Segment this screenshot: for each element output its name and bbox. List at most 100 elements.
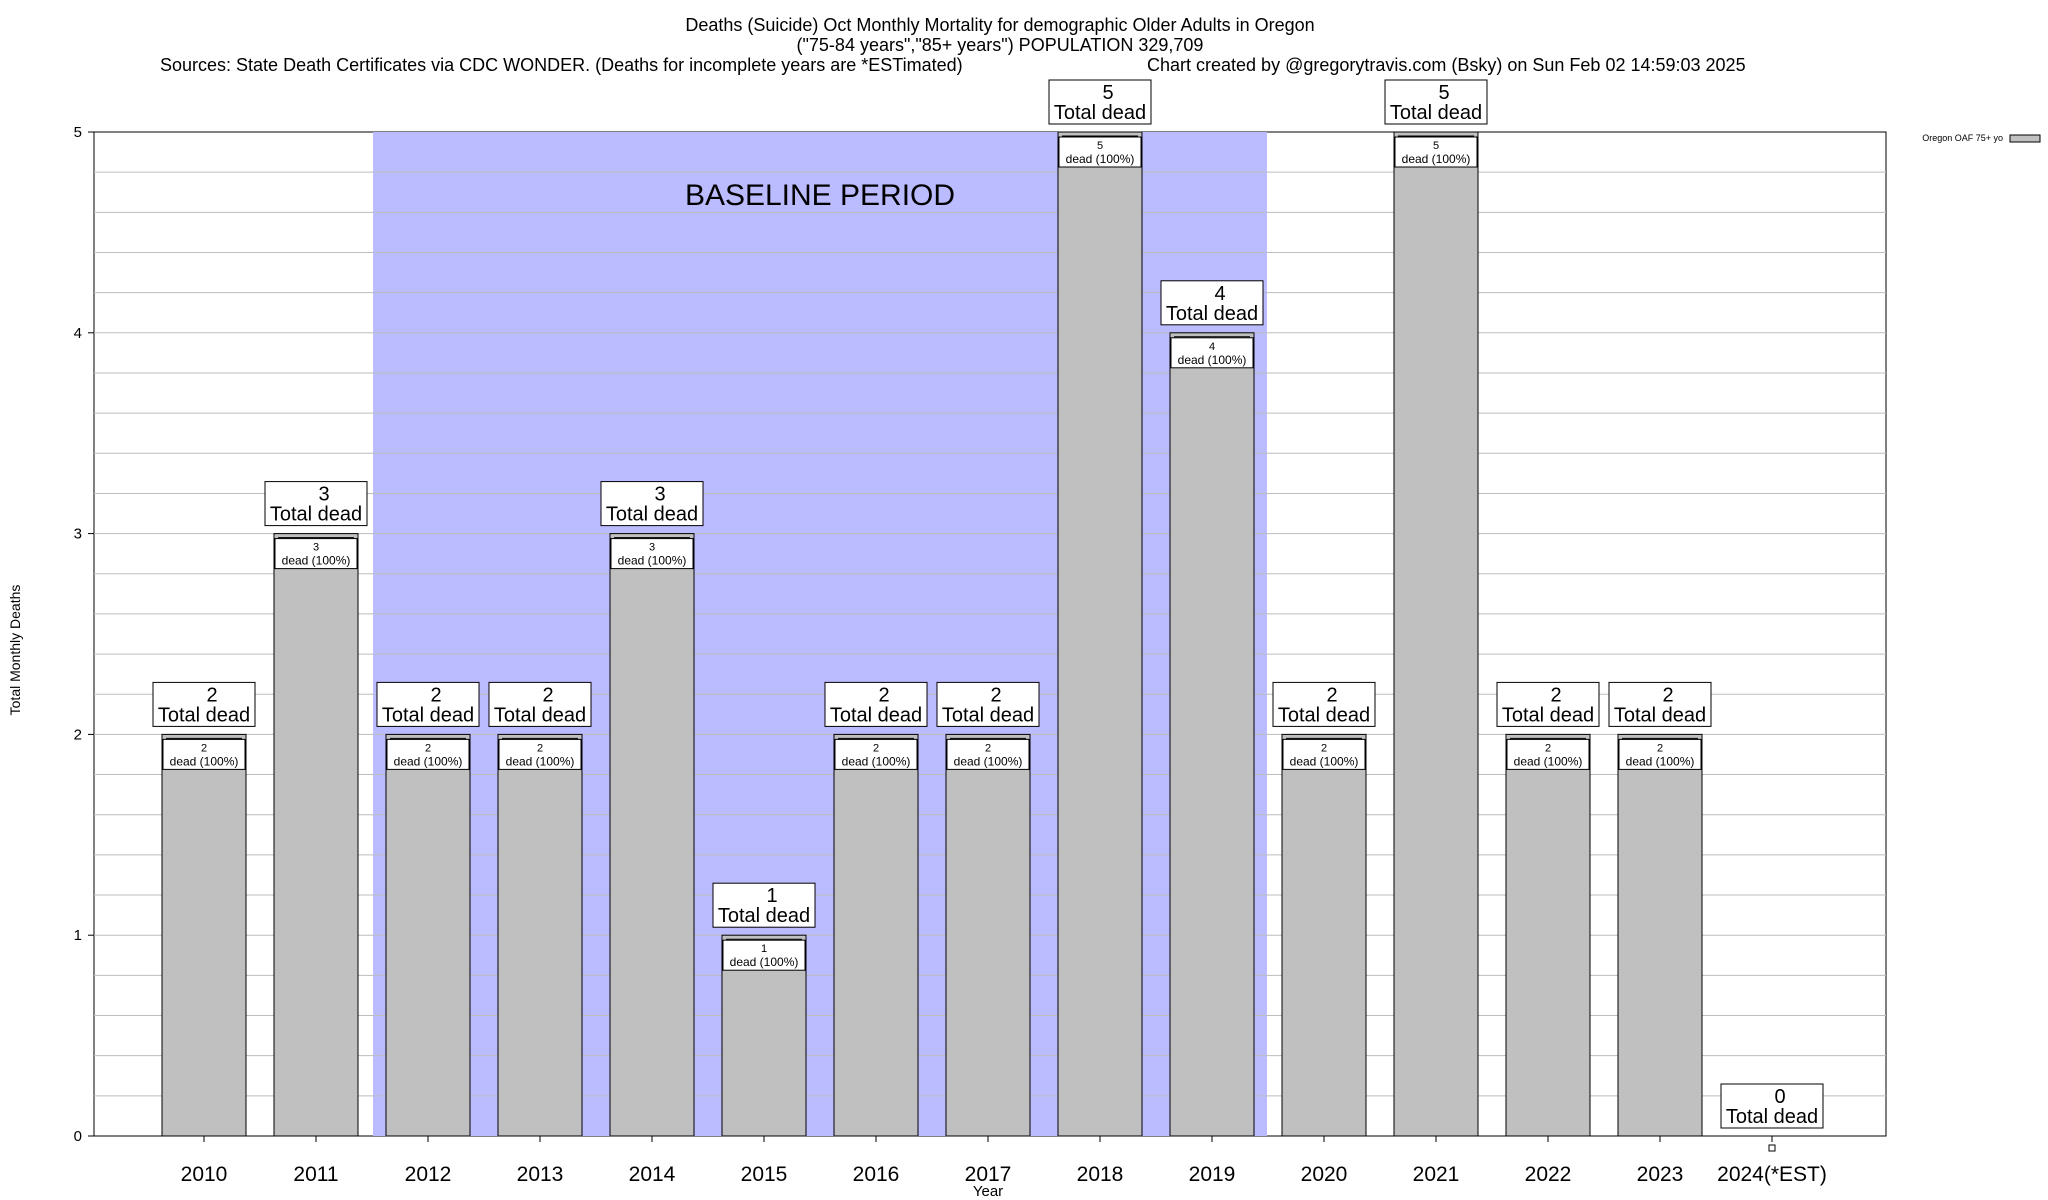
bar-2023: [1617, 733, 1703, 1137]
inner-label-text: dead (100%): [506, 754, 575, 768]
top-label-value: 2: [1326, 684, 1337, 706]
inner-label-text: dead (100%): [730, 955, 799, 969]
inner-label-text: dead (100%): [954, 754, 1023, 768]
top-label-box: [1272, 681, 1376, 727]
inner-label-value: 5: [1097, 140, 1103, 152]
bar-2011: [273, 533, 359, 1137]
top-label-box: [264, 481, 368, 527]
top-label-text: Total dead: [1166, 303, 1258, 325]
inner-label-box: [1394, 136, 1478, 168]
inner-label-value: 2: [1657, 742, 1663, 754]
top-label-text: Total dead: [606, 504, 698, 526]
top-label-box: [152, 681, 256, 727]
inner-label-text: dead (100%): [842, 754, 911, 768]
top-label-text: Total dead: [1726, 1106, 1818, 1128]
y-tick-label: 5: [74, 124, 82, 141]
top-label-value: 4: [1214, 283, 1225, 305]
top-label-text: Total dead: [1502, 704, 1594, 726]
x-tick-label: 2013: [517, 1163, 564, 1186]
inner-label-box: [610, 538, 694, 570]
inner-label-box: [274, 538, 358, 570]
top-label-box: [936, 681, 1040, 727]
bar-2016: [833, 733, 919, 1137]
inner-label-box: [162, 738, 246, 770]
top-label-value: 0: [1774, 1086, 1785, 1108]
inner-label-text: dead (100%): [394, 754, 463, 768]
top-label-box: [1608, 681, 1712, 727]
top-label-value: 3: [318, 484, 329, 506]
top-label-text: Total dead: [718, 905, 810, 927]
top-label-box: [600, 481, 704, 527]
inner-label-text: dead (100%): [1066, 152, 1135, 166]
x-tick-label: 2024(*EST): [1717, 1163, 1827, 1186]
top-label-text: Total dead: [942, 704, 1034, 726]
bar-2019: [1169, 332, 1255, 1137]
y-tick-label: 2: [74, 726, 82, 743]
inner-label-box: [1058, 136, 1142, 168]
baseline-period-label: BASELINE PERIOD: [685, 179, 955, 212]
bar-2014: [609, 533, 695, 1137]
inner-label-box: [1618, 738, 1702, 770]
top-label-value: 2: [1662, 684, 1673, 706]
y-tick-label: 0: [74, 1128, 82, 1145]
top-label-value: 2: [430, 684, 441, 706]
inner-label-value: 1: [761, 943, 767, 955]
bar-2017: [945, 733, 1031, 1137]
chart-sources: Sources: State Death Certificates via CD…: [160, 55, 963, 75]
x-tick-label: 2021: [1413, 1163, 1460, 1186]
bar-2020: [1281, 733, 1367, 1137]
top-label-box: [1720, 1083, 1824, 1129]
x-tick-label: 2017: [965, 1163, 1012, 1186]
chart-credit: Chart created by @gregorytravis.com (Bsk…: [1147, 55, 1746, 75]
inner-label-value: 2: [425, 742, 431, 754]
bar-2022: [1505, 733, 1591, 1137]
legend: Oregon OAF 75+ yo: [1922, 133, 2041, 143]
y-tick-label: 1: [74, 927, 82, 944]
x-tick-label: 2023: [1637, 1163, 1684, 1186]
bar-layer: [161, 131, 1776, 1152]
bar-2010: [161, 733, 247, 1137]
top-label-box: [1496, 681, 1600, 727]
top-label-text: Total dead: [1614, 704, 1706, 726]
inner-label-text: dead (100%): [618, 554, 687, 568]
top-label-value: 5: [1102, 82, 1113, 104]
top-label-box: [1160, 280, 1264, 326]
inner-label-box: [1170, 337, 1254, 369]
inner-label-text: dead (100%): [1514, 754, 1583, 768]
inner-label-value: 2: [537, 742, 543, 754]
top-label-text: Total dead: [1390, 102, 1482, 124]
chart-title-line1: Deaths (Suicide) Oct Monthly Mortality f…: [685, 15, 1314, 35]
top-label-box: [488, 681, 592, 727]
x-tick-label: 2010: [181, 1163, 228, 1186]
x-tick-label: 2015: [741, 1163, 788, 1186]
inner-label-box: [834, 738, 918, 770]
top-label-text: Total dead: [382, 704, 474, 726]
inner-label-text: dead (100%): [1178, 353, 1247, 367]
x-tick-label: 2019: [1189, 1163, 1236, 1186]
bar-2018: [1057, 131, 1143, 1137]
x-tick-label: 2016: [853, 1163, 900, 1186]
top-label-value: 5: [1438, 82, 1449, 104]
inner-label-value: 3: [313, 542, 319, 554]
x-tick-label: 2018: [1077, 1163, 1124, 1186]
bar-2013: [497, 733, 583, 1137]
x-tick-label: 2022: [1525, 1163, 1572, 1186]
top-label-text: Total dead: [158, 704, 250, 726]
x-tick-label: 2012: [405, 1163, 452, 1186]
inner-label-box: [722, 939, 806, 971]
chart-title-line2: ("75-84 years","85+ years") POPULATION 3…: [797, 35, 1204, 55]
inner-label-value: 5: [1433, 140, 1439, 152]
top-label-text: Total dead: [494, 704, 586, 726]
inner-label-text: dead (100%): [1290, 754, 1359, 768]
y-axis-label: Total Monthly Deaths: [7, 585, 23, 716]
top-label-box: [1048, 79, 1152, 125]
inner-label-text: dead (100%): [282, 554, 351, 568]
bar-2024(*EST)-marker: [1768, 1144, 1776, 1152]
bar-2012: [385, 733, 471, 1137]
top-label-value: 2: [206, 684, 217, 706]
inner-label-value: 2: [1321, 742, 1327, 754]
inner-label-box: [386, 738, 470, 770]
top-label-value: 2: [878, 684, 889, 706]
bar-2021: [1393, 131, 1479, 1137]
